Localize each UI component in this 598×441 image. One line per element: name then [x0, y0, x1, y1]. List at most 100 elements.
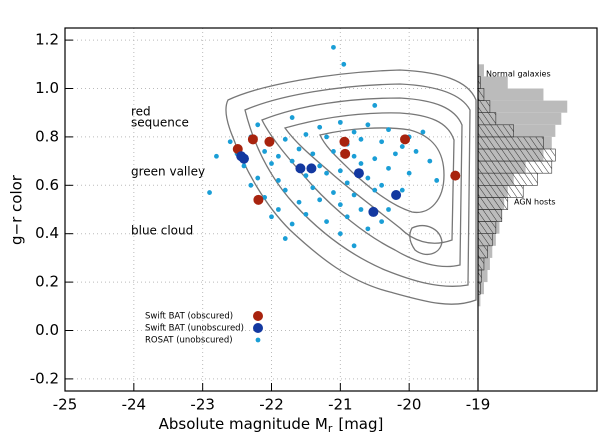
- point: [358, 207, 364, 212]
- point: [310, 185, 316, 191]
- point: [289, 221, 295, 227]
- point: [339, 136, 350, 147]
- annotation: green valley: [131, 165, 205, 179]
- point: [399, 187, 405, 193]
- point: [337, 119, 343, 125]
- point: [434, 178, 440, 183]
- hist-bar: [477, 245, 488, 259]
- legend-marker: [253, 311, 263, 321]
- hist-bar: [477, 136, 544, 150]
- hist-bar: [477, 112, 497, 126]
- point: [358, 136, 364, 142]
- point: [331, 190, 336, 195]
- point: [406, 170, 412, 176]
- point: [262, 195, 268, 200]
- point: [351, 153, 357, 159]
- point: [379, 219, 385, 225]
- point: [282, 236, 288, 241]
- point: [303, 173, 309, 179]
- point: [303, 211, 309, 217]
- hist-bar: [477, 185, 524, 198]
- point: [365, 175, 371, 181]
- x-label-text: Absolute magnitude M: [159, 415, 328, 433]
- point: [269, 161, 274, 166]
- point: [386, 165, 391, 171]
- point: [303, 132, 309, 137]
- point: [337, 231, 343, 237]
- point: [317, 163, 323, 169]
- point: [241, 163, 247, 169]
- legend-label: Swift BAT (unobscured): [145, 324, 244, 334]
- hist-bar: [478, 100, 568, 113]
- point: [282, 136, 288, 142]
- point: [358, 161, 364, 166]
- point: [248, 182, 254, 188]
- point: [282, 187, 288, 193]
- point: [340, 148, 351, 159]
- point: [306, 163, 317, 174]
- hist-bar: [478, 88, 544, 101]
- hist-label: AGN hosts: [514, 198, 556, 207]
- point: [372, 156, 378, 162]
- point: [289, 115, 295, 120]
- legend-marker: [253, 323, 263, 333]
- x-tick-label: -25: [53, 396, 78, 414]
- hist-bar: [477, 160, 553, 174]
- x-tick-label: -20: [397, 396, 422, 414]
- x-label-sub: r: [328, 422, 333, 435]
- x-tick-label: -21: [328, 396, 353, 414]
- point: [275, 207, 281, 212]
- hist-bar: [478, 112, 562, 125]
- point: [310, 151, 316, 157]
- y-tick-label: 0.2: [35, 273, 59, 291]
- legend-label: ROSAT (unobscured): [145, 336, 233, 346]
- point: [264, 136, 275, 147]
- hist-bar: [477, 257, 485, 271]
- point: [253, 194, 264, 205]
- y-tick-label: 0.6: [35, 176, 59, 194]
- point: [227, 139, 233, 145]
- point: [344, 214, 350, 220]
- hist-bar: [477, 221, 497, 235]
- annotation: blue cloud: [131, 224, 193, 238]
- point: [368, 206, 379, 217]
- y-tick-label: 1.0: [35, 79, 59, 97]
- hist-bar: [478, 282, 484, 295]
- point: [324, 134, 329, 140]
- x-tick-label: -24: [122, 396, 147, 414]
- point: [365, 122, 371, 128]
- point: [379, 182, 385, 188]
- point: [296, 199, 302, 205]
- point: [331, 44, 336, 50]
- frame: [64, 27, 598, 392]
- y-tick-label: 0.8: [35, 127, 59, 145]
- contours: [225, 69, 477, 305]
- hist-bar: [477, 209, 503, 222]
- point: [341, 61, 347, 67]
- y-tick-label: 0.4: [35, 224, 59, 242]
- y-tick-label: 1.2: [35, 31, 59, 49]
- point: [255, 175, 261, 181]
- point: [289, 158, 295, 164]
- y-tick-label: -0.2: [30, 369, 59, 387]
- x-tick-label: -19: [466, 396, 491, 414]
- point: [386, 127, 391, 133]
- point: [238, 153, 249, 164]
- point: [344, 180, 350, 186]
- point: [351, 192, 357, 198]
- point: [214, 153, 219, 159]
- hist-bar: [477, 88, 485, 101]
- point: [337, 168, 343, 174]
- point: [391, 189, 402, 200]
- point: [275, 153, 281, 159]
- point: [420, 129, 426, 135]
- hist-bar: [478, 270, 488, 283]
- point: [317, 124, 323, 130]
- annotation: sequence: [131, 116, 189, 130]
- point: [337, 202, 343, 208]
- point: [296, 146, 302, 152]
- y-axis-label: g−r color: [8, 174, 26, 245]
- point: [255, 122, 261, 128]
- point: [393, 151, 398, 157]
